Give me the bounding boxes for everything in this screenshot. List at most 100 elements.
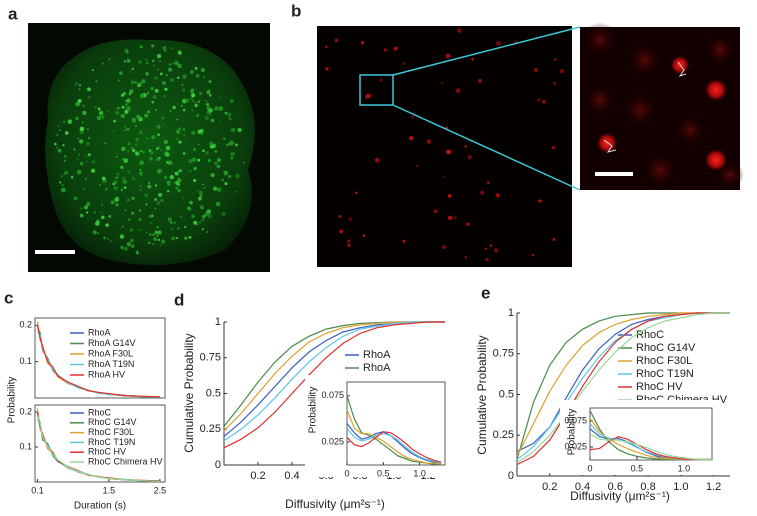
spot bbox=[536, 98, 541, 102]
spot bbox=[138, 130, 143, 135]
spot bbox=[174, 60, 179, 66]
spot bbox=[175, 186, 179, 190]
spot bbox=[206, 231, 209, 234]
spot bbox=[175, 137, 178, 141]
spot bbox=[78, 88, 81, 91]
spot bbox=[196, 114, 200, 117]
spot bbox=[167, 67, 173, 72]
spot bbox=[70, 175, 74, 179]
spot bbox=[123, 129, 126, 132]
spot bbox=[145, 203, 148, 206]
spot bbox=[552, 237, 556, 241]
spot bbox=[416, 164, 419, 168]
spot bbox=[151, 44, 155, 48]
spot bbox=[193, 148, 197, 151]
spot bbox=[496, 40, 501, 46]
spot bbox=[117, 79, 120, 82]
spot bbox=[180, 104, 183, 107]
spot bbox=[202, 214, 206, 219]
spot bbox=[110, 239, 113, 243]
x-tick-label: 1.0 bbox=[678, 463, 691, 473]
x-tick-label: 0.2 bbox=[542, 481, 557, 493]
spot bbox=[193, 166, 197, 171]
y-axis-label: Probability bbox=[308, 387, 319, 434]
spot bbox=[202, 183, 204, 186]
spot bbox=[156, 169, 162, 175]
y-tick-label: 0.075 bbox=[564, 415, 587, 425]
spot bbox=[162, 46, 167, 50]
spot bbox=[172, 105, 176, 110]
micrograph-b bbox=[317, 26, 572, 267]
spot bbox=[107, 238, 110, 241]
spot bbox=[175, 236, 178, 240]
spot bbox=[360, 40, 365, 45]
legend-label: RhoC F30L bbox=[88, 427, 134, 437]
spot bbox=[237, 127, 242, 133]
spot bbox=[455, 88, 461, 93]
spot bbox=[141, 79, 146, 84]
spot bbox=[128, 92, 132, 96]
spot bbox=[153, 64, 156, 67]
spot bbox=[63, 154, 67, 158]
spot bbox=[325, 45, 328, 49]
spot bbox=[79, 161, 84, 166]
spot bbox=[90, 168, 96, 173]
spot bbox=[157, 230, 162, 235]
spot bbox=[325, 67, 329, 71]
x-tick-label: 2.5 bbox=[154, 485, 167, 495]
spot bbox=[196, 189, 199, 193]
x-axis-label: Diffusivity (μm²s⁻¹) bbox=[570, 489, 670, 503]
spot bbox=[203, 76, 206, 79]
spot bbox=[205, 100, 208, 103]
spot bbox=[105, 223, 109, 227]
spot bbox=[367, 93, 372, 98]
spot bbox=[64, 170, 69, 175]
spot bbox=[157, 133, 161, 137]
spot bbox=[154, 184, 158, 187]
spot bbox=[205, 102, 210, 107]
spot bbox=[210, 118, 215, 123]
spot bbox=[446, 149, 452, 155]
spot bbox=[441, 82, 444, 85]
spot bbox=[162, 81, 166, 85]
spot bbox=[53, 142, 57, 146]
spot bbox=[188, 159, 193, 164]
spot bbox=[183, 133, 186, 137]
spot bbox=[348, 217, 353, 221]
spot bbox=[80, 207, 83, 210]
spot bbox=[471, 57, 474, 61]
spot bbox=[179, 169, 182, 172]
spot bbox=[125, 101, 129, 105]
spot bbox=[84, 177, 87, 181]
spot bbox=[87, 87, 91, 92]
spot bbox=[138, 60, 142, 64]
spot bbox=[223, 137, 226, 140]
spot bbox=[105, 187, 108, 191]
legend-label: RhoA T19N bbox=[88, 359, 134, 369]
spot bbox=[146, 91, 150, 95]
spot bbox=[113, 180, 118, 184]
spot bbox=[199, 194, 203, 198]
spot bbox=[99, 183, 102, 187]
spot bbox=[163, 175, 168, 180]
y-tick-label: 0 bbox=[508, 470, 514, 482]
spot bbox=[230, 127, 236, 133]
spot bbox=[538, 199, 542, 203]
spot bbox=[82, 104, 86, 108]
y-tick-label: 0.1 bbox=[19, 356, 32, 366]
spot bbox=[216, 187, 222, 192]
spot bbox=[101, 176, 106, 181]
spot bbox=[85, 211, 89, 214]
spot bbox=[185, 98, 190, 103]
spot bbox=[93, 211, 97, 215]
spot bbox=[182, 74, 187, 79]
spot bbox=[106, 110, 109, 112]
spot bbox=[433, 209, 438, 213]
spot bbox=[140, 82, 143, 85]
spot bbox=[147, 184, 152, 189]
spot bbox=[214, 149, 218, 153]
spot bbox=[163, 95, 167, 98]
spot bbox=[170, 78, 174, 82]
spot bbox=[409, 136, 414, 141]
